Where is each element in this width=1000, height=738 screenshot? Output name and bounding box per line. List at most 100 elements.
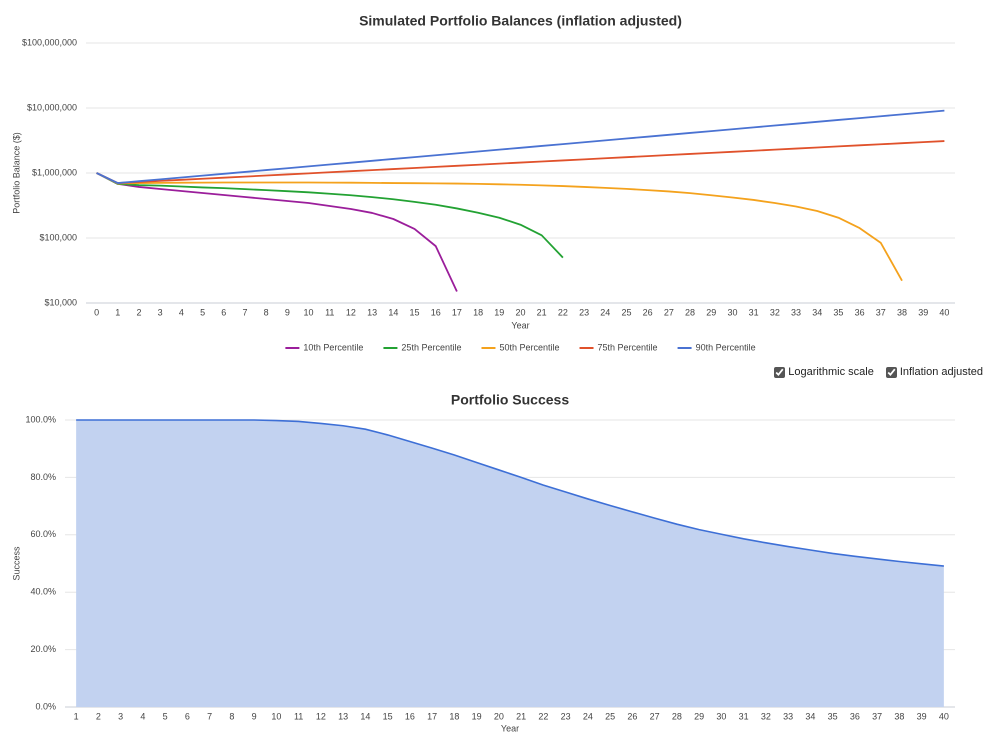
x-tick-label: 15 [410,307,420,317]
x-tick-label: 13 [367,307,377,317]
y-tick-label: 60.0% [30,529,56,539]
x-tick-label: 8 [264,307,269,317]
x-tick-label: 19 [472,711,482,721]
x-tick-label: 23 [561,711,571,721]
checkbox-control[interactable]: Logarithmic scale [774,366,874,378]
x-tick-label: 10 [271,711,281,721]
x-tick-label: 5 [200,307,205,317]
x-tick-label: 8 [229,711,234,721]
x-tick-label: 1 [115,307,120,317]
x-tick-label: 33 [791,307,801,317]
legend-label: 75th Percentile [598,342,658,352]
x-axis-title: Year [501,723,519,733]
checkbox[interactable] [774,366,786,378]
x-tick-label: 25 [605,711,615,721]
x-tick-label: 29 [706,307,716,317]
x-axis-title: Year [511,320,529,330]
x-tick-label: 7 [242,307,247,317]
legend-label: 90th Percentile [696,342,756,352]
x-tick-label: 24 [583,711,593,721]
x-tick-label: 18 [449,711,459,721]
x-tick-label: 14 [388,307,398,317]
x-tick-label: 39 [917,711,927,721]
x-tick-label: 12 [346,307,356,317]
x-tick-label: 17 [427,711,437,721]
x-tick-label: 19 [494,307,504,317]
x-tick-label: 30 [716,711,726,721]
x-tick-label: 35 [833,307,843,317]
x-tick-label: 16 [405,711,415,721]
x-tick-label: 26 [643,307,653,317]
x-tick-label: 20 [494,711,504,721]
x-tick-label: 13 [338,711,348,721]
x-tick-label: 40 [939,307,949,317]
x-tick-label: 4 [140,711,145,721]
x-tick-label: 26 [627,711,637,721]
x-tick-label: 0 [94,307,99,317]
x-tick-label: 31 [749,307,759,317]
x-tick-label: 28 [672,711,682,721]
x-tick-label: 12 [316,711,326,721]
x-tick-label: 24 [600,307,610,317]
x-tick-label: 34 [805,711,815,721]
y-tick-label: $100,000 [39,232,77,242]
y-tick-label: 80.0% [30,472,56,482]
series-line [96,140,945,184]
x-tick-label: 33 [783,711,793,721]
x-tick-label: 6 [185,711,190,721]
x-tick-label: 35 [828,711,838,721]
x-tick-label: 28 [685,307,695,317]
x-tick-label: 22 [558,307,568,317]
series-line [96,172,564,259]
checkbox[interactable] [885,366,897,378]
x-tick-label: 20 [515,307,525,317]
x-tick-label: 2 [136,307,141,317]
x-tick-label: 15 [383,711,393,721]
x-tick-label: 25 [621,307,631,317]
x-tick-label: 39 [918,307,928,317]
x-tick-label: 2 [96,711,101,721]
x-tick-label: 3 [158,307,163,317]
controls: Logarithmic scale Inflation adjusted [774,366,983,378]
x-tick-label: 34 [812,307,822,317]
x-tick-label: 22 [538,711,548,721]
x-tick-label: 17 [452,307,462,317]
x-tick-label: 1 [74,711,79,721]
x-tick-label: 37 [876,307,886,317]
x-tick-label: 10 [304,307,314,317]
x-tick-label: 9 [285,307,290,317]
y-tick-label: $10,000,000 [27,102,77,112]
x-tick-label: 37 [872,711,882,721]
checkbox-label: Logarithmic scale [788,366,874,378]
success-line [76,419,944,567]
legend-label: 50th Percentile [499,342,559,352]
x-tick-label: 32 [770,307,780,317]
series-line [96,109,945,184]
chart-title: Portfolio Success [451,392,569,408]
y-tick-label: 0.0% [35,701,56,711]
success-area [76,420,944,707]
x-tick-label: 27 [650,711,660,721]
x-tick-label: 14 [360,711,370,721]
x-tick-label: 18 [473,307,483,317]
y-tick-label: $10,000 [44,297,77,307]
y-tick-label: 40.0% [30,587,56,597]
x-tick-label: 16 [431,307,441,317]
x-tick-label: 36 [855,307,865,317]
x-tick-label: 23 [579,307,589,317]
x-tick-label: 36 [850,711,860,721]
x-tick-label: 31 [739,711,749,721]
y-tick-label: $1,000,000 [32,167,77,177]
x-tick-label: 11 [294,711,303,721]
x-tick-label: 29 [694,711,704,721]
series-line [96,172,458,292]
x-tick-label: 6 [221,307,226,317]
x-tick-label: 5 [163,711,168,721]
x-tick-label: 38 [897,307,907,317]
x-tick-label: 21 [537,307,547,317]
y-tick-label: $100,000,000 [22,37,77,47]
y-tick-label: 20.0% [30,644,56,654]
checkbox-control[interactable]: Inflation adjusted [885,366,983,378]
